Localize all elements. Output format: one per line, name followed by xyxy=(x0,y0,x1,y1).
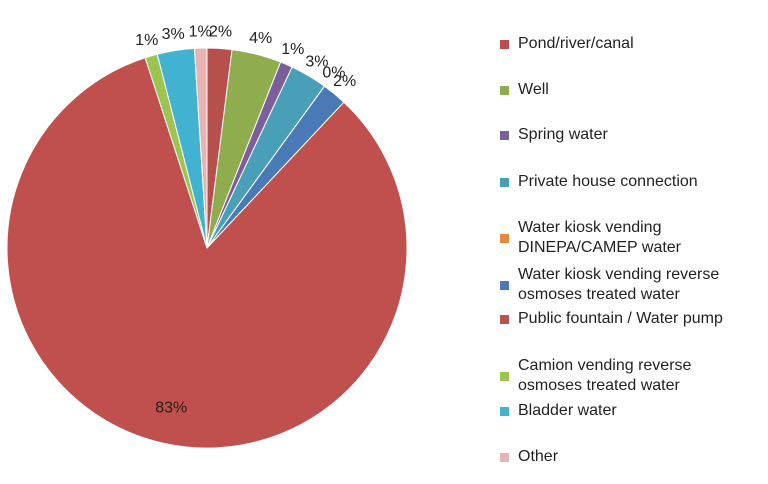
legend-swatch xyxy=(500,452,509,462)
data-label: 2% xyxy=(333,73,356,90)
data-label: 3% xyxy=(162,26,185,43)
data-label: 1% xyxy=(281,41,304,58)
legend-label: Public fountain / Water pump xyxy=(518,310,723,327)
legend-swatch xyxy=(500,177,509,187)
pie-slice xyxy=(193,47,208,249)
legend-swatch xyxy=(500,85,509,95)
legend-item: Spring water xyxy=(500,125,608,145)
legend-label: Water kiosk vending DINEPA/CAMEP water xyxy=(518,219,682,256)
data-label: 1% xyxy=(135,32,158,49)
legend-item: Water kiosk vending DINEPA/CAMEP water xyxy=(500,218,681,258)
data-label: 0% xyxy=(322,64,345,81)
legend-swatch xyxy=(500,371,509,381)
data-label: 3% xyxy=(305,53,328,70)
legend-label: Other xyxy=(518,448,559,465)
legend-item: Water kiosk vending reverse osmoses trea… xyxy=(500,265,719,305)
data-label: 1% xyxy=(189,23,212,40)
legend-label: Bladder water xyxy=(518,402,617,419)
data-label: 2% xyxy=(209,24,232,41)
legend-label: Private house connection xyxy=(518,173,698,190)
legend-swatch xyxy=(500,39,509,49)
legend-swatch xyxy=(500,130,509,140)
legend-swatch xyxy=(500,280,509,290)
pie-area: 2% 4%1%3%0%2%83%1% 3% 1% xyxy=(6,23,408,449)
legend-item: Pond/river/canal xyxy=(500,34,634,54)
legend-label: Pond/river/canal xyxy=(518,35,634,52)
legend-item: Bladder water xyxy=(500,401,617,421)
legend-label: Spring water xyxy=(518,126,608,143)
legend-item: Camion vending reverse osmoses treated w… xyxy=(500,356,691,396)
pie-slice xyxy=(6,57,408,449)
legend-label: Water kiosk vending reverse osmoses trea… xyxy=(518,266,720,303)
legend-label: Camion vending reverse osmoses treated w… xyxy=(518,357,692,394)
legend-label: Well xyxy=(518,81,549,98)
data-label: 83% xyxy=(155,399,187,416)
legend-item: Well xyxy=(500,80,549,100)
legend-swatch xyxy=(500,406,509,416)
legend-swatch xyxy=(500,314,509,324)
legend-item: Private house connection xyxy=(500,172,698,192)
legend-item: Other xyxy=(500,447,558,467)
legend-item: Public fountain / Water pump xyxy=(500,309,723,329)
data-label: 4% xyxy=(249,30,272,47)
legend-swatch xyxy=(500,233,509,243)
